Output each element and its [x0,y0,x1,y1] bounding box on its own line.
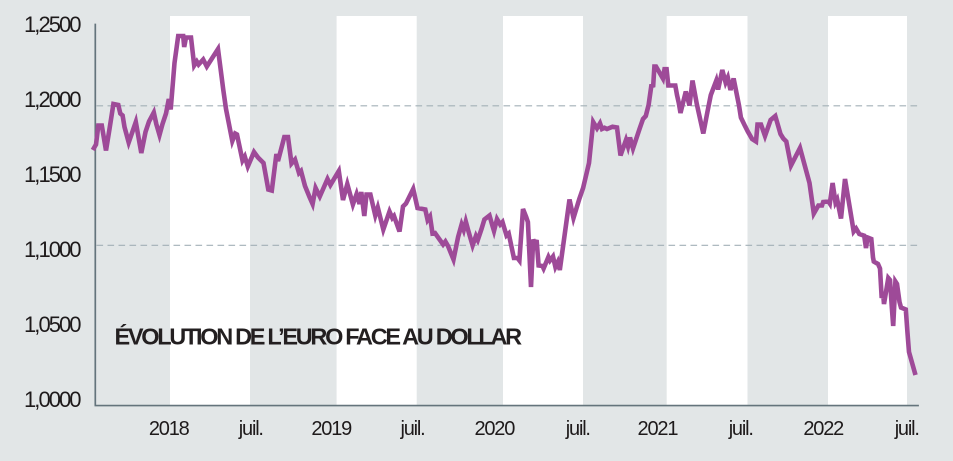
svg-text:juil.: juil. [728,418,753,440]
svg-text:juil.: juil. [565,418,590,440]
svg-text:ÉVOLUTION DE L’EURO FACE AU DO: ÉVOLUTION DE L’EURO FACE AU DOLLAR [115,322,523,349]
svg-text:1,1500: 1,1500 [24,162,81,187]
svg-text:juil.: juil. [894,418,919,440]
svg-text:juil.: juil. [399,418,424,440]
svg-text:juil.: juil. [238,418,263,440]
svg-text:2021: 2021 [638,418,679,440]
svg-text:1,0500: 1,0500 [24,312,81,337]
svg-text:2022: 2022 [803,418,844,440]
svg-text:1,0000: 1,0000 [24,387,81,412]
svg-text:2020: 2020 [474,418,515,440]
svg-text:2018: 2018 [149,418,190,440]
svg-text:1,2000: 1,2000 [24,87,81,112]
svg-text:2019: 2019 [311,418,352,440]
svg-text:1,2500: 1,2500 [24,12,81,37]
svg-text:1,1000: 1,1000 [24,237,81,262]
